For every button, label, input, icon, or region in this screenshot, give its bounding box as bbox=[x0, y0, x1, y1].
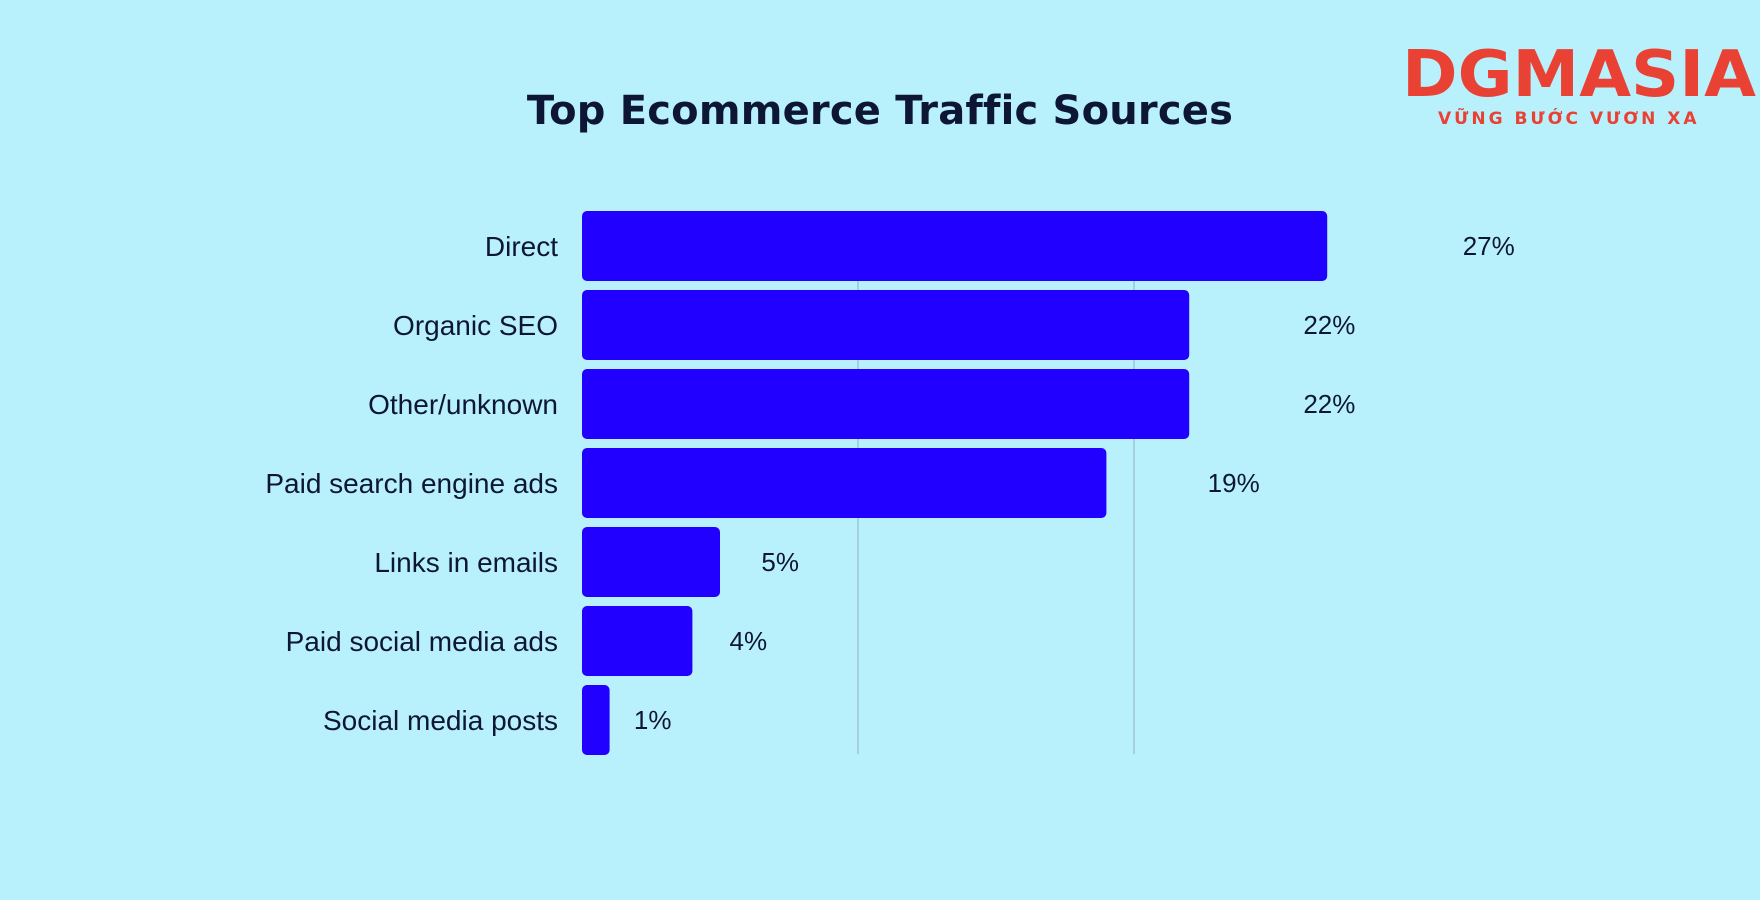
value-label: 27% bbox=[1463, 231, 1515, 261]
category-label: Other/unknown bbox=[368, 389, 558, 420]
value-label: 5% bbox=[761, 547, 799, 577]
brand-logo: DGMASIA VỮNG BƯỚC VƯƠN XA bbox=[1402, 38, 1756, 129]
category-label: Social media posts bbox=[323, 705, 558, 736]
bar bbox=[582, 606, 693, 676]
bar bbox=[582, 527, 720, 597]
bar bbox=[582, 211, 1328, 281]
value-labels: 27% 22% 22% 19% 5% 4% 1% bbox=[634, 231, 1515, 735]
value-label: 1% bbox=[634, 705, 672, 735]
bar bbox=[582, 369, 1190, 439]
logo-wordmark: DGMASIA bbox=[1402, 38, 1756, 112]
category-label: Paid social media ads bbox=[286, 626, 558, 657]
value-label: 4% bbox=[730, 626, 768, 656]
bar bbox=[582, 685, 610, 755]
logo-tagline: VỮNG BƯỚC VƯƠN XA bbox=[1438, 106, 1699, 129]
category-label: Direct bbox=[485, 231, 558, 262]
chart-title: Top Ecommerce Traffic Sources bbox=[526, 88, 1234, 134]
value-label: 19% bbox=[1208, 468, 1260, 498]
category-labels: Direct Organic SEO Other/unknown Paid searc… bbox=[265, 231, 558, 736]
category-label: Links in emails bbox=[374, 547, 558, 578]
value-label: 22% bbox=[1303, 389, 1355, 419]
bar bbox=[582, 448, 1107, 518]
bar bbox=[582, 290, 1190, 360]
value-label: 22% bbox=[1303, 310, 1355, 340]
bars bbox=[582, 211, 1328, 755]
category-label: Paid search engine ads bbox=[265, 468, 558, 499]
category-label: Organic SEO bbox=[393, 310, 558, 341]
